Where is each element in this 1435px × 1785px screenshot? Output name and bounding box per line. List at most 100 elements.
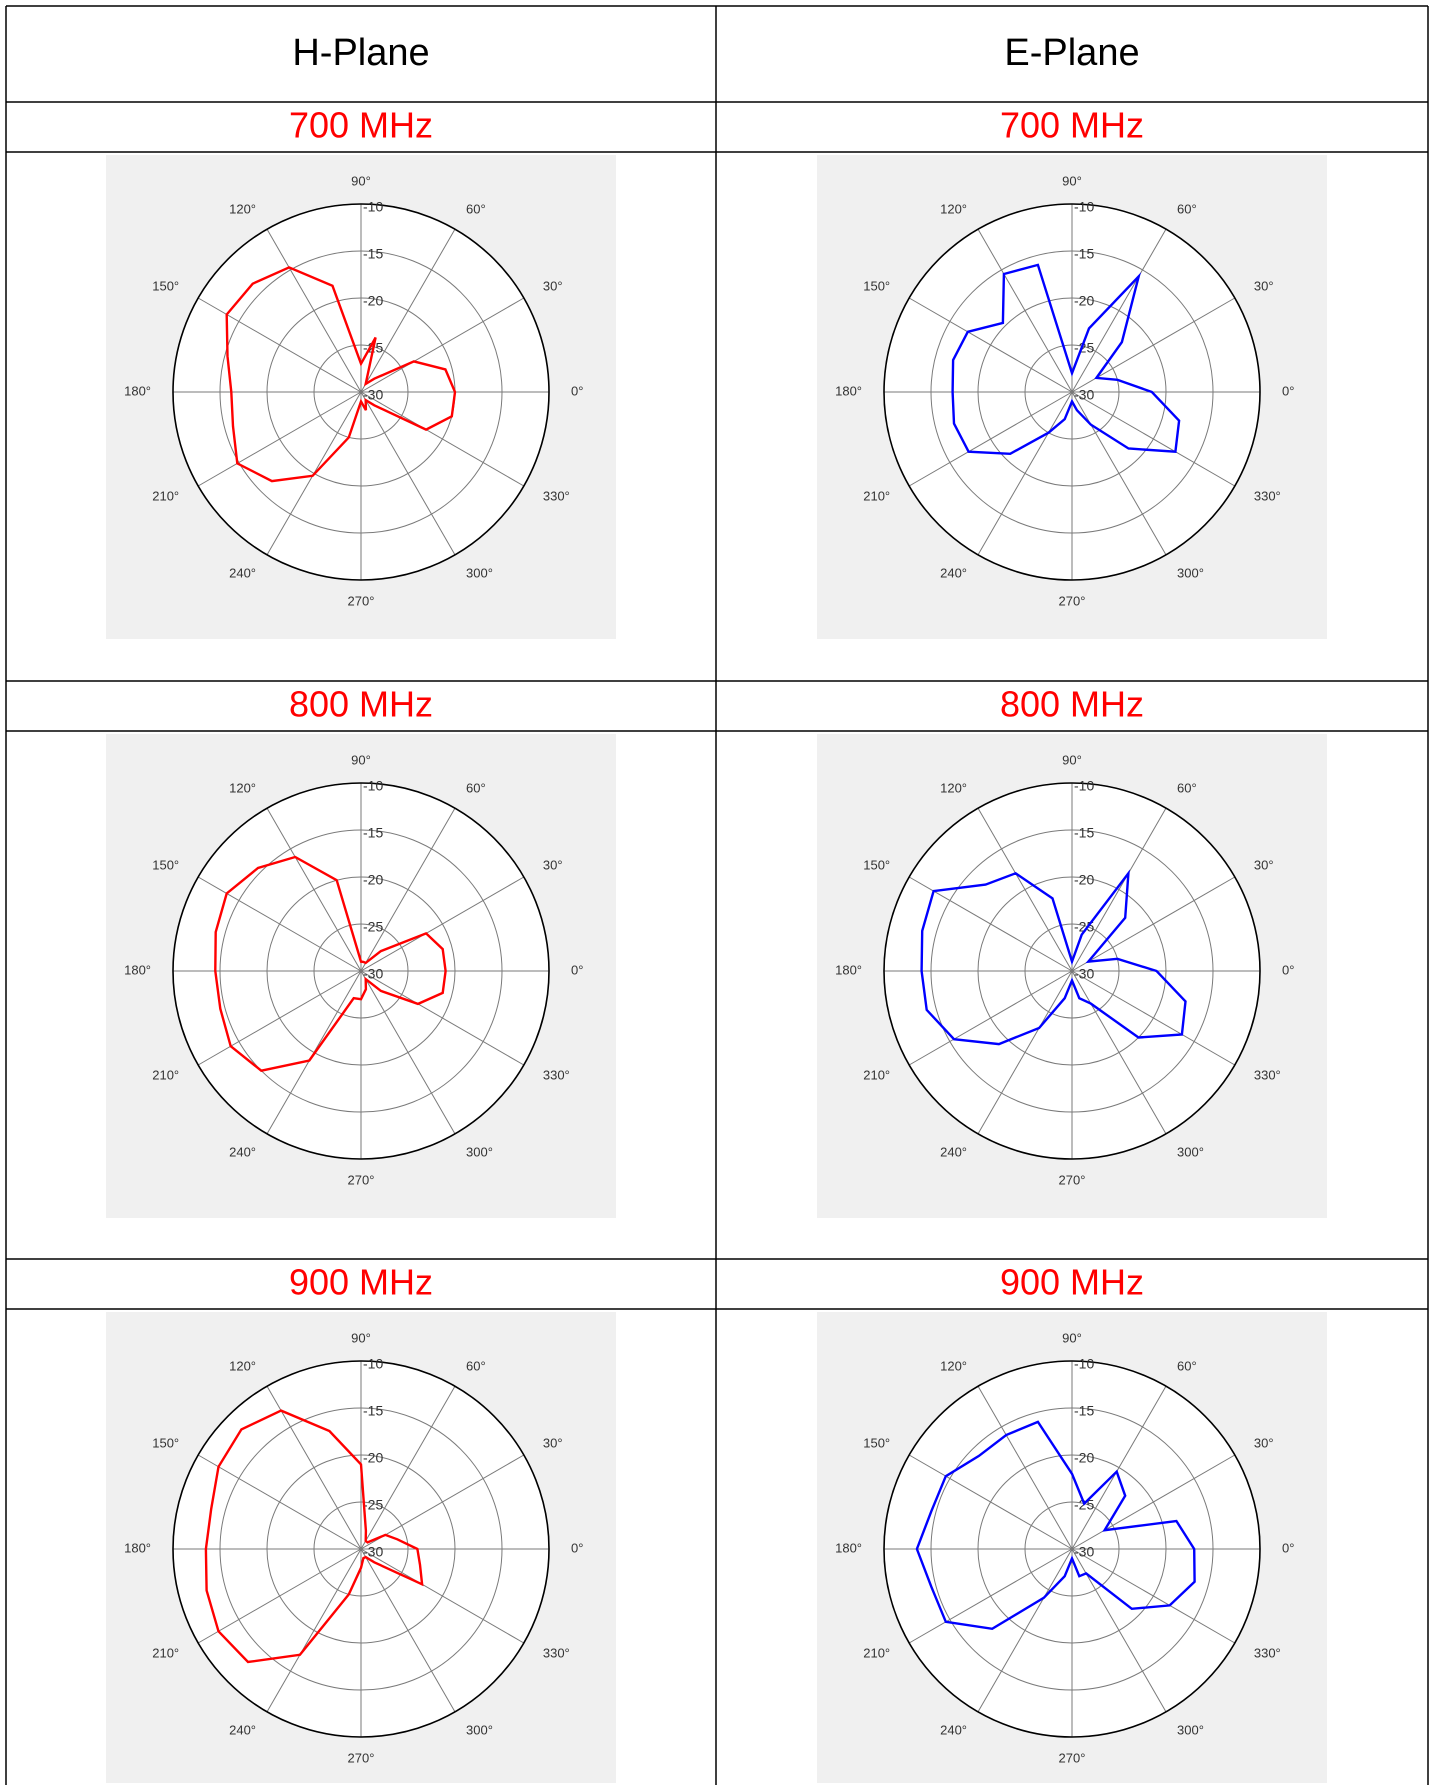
frequency-title: 900 MHz [289, 1262, 433, 1303]
angle-tick-label: 60° [466, 781, 486, 796]
angle-tick-label: 60° [1177, 781, 1197, 796]
grid-spoke [1071, 970, 1236, 1066]
grid-spoke [197, 1548, 362, 1644]
angle-tick-label: 240° [940, 1144, 967, 1159]
frequency-title: 700 MHz [1000, 105, 1144, 146]
radial-tick-label: -10 [363, 778, 383, 794]
angle-tick-label: 180° [835, 1540, 862, 1555]
frequency-title: 700 MHz [289, 105, 433, 146]
radial-tick-label: -10 [1074, 778, 1094, 794]
angle-tick-label: 90° [351, 173, 371, 188]
radial-tick-label: -15 [1074, 246, 1094, 262]
grid-spoke [197, 876, 362, 972]
grid-spoke [360, 297, 525, 393]
angle-tick-label: 120° [940, 1359, 967, 1374]
column-header: E-Plane [1004, 32, 1139, 74]
radial-tick-label: -15 [363, 1403, 383, 1419]
angle-tick-label: 30° [1254, 857, 1274, 872]
angle-tick-label: 270° [1059, 593, 1086, 608]
radial-tick-label: -15 [363, 246, 383, 262]
grid-spoke [197, 970, 362, 1066]
radial-tick-label: -20 [1074, 293, 1094, 309]
angle-tick-label: 180° [124, 962, 151, 977]
angle-tick-label: 0° [1282, 962, 1294, 977]
radial-tick-label: -30 [363, 966, 383, 982]
grid-spoke [360, 1548, 525, 1644]
angle-tick-label: 30° [543, 857, 563, 872]
angle-tick-label: 300° [466, 1144, 493, 1159]
angle-tick-label: 90° [351, 752, 371, 767]
angle-tick-label: 30° [1254, 278, 1274, 293]
polar-frame [883, 1360, 1261, 1738]
angle-tick-label: 90° [1062, 1330, 1082, 1345]
grid-spoke [360, 970, 525, 1066]
radial-tick-label: -25 [363, 919, 383, 935]
angle-tick-label: 150° [863, 857, 890, 872]
angle-tick-label: 330° [1254, 1645, 1281, 1660]
grid-spoke [360, 1454, 525, 1550]
angle-tick-label: 30° [543, 1435, 563, 1450]
angle-tick-label: 300° [466, 565, 493, 580]
grid-spoke [1071, 1385, 1167, 1550]
angle-tick-label: 270° [348, 1172, 375, 1187]
angle-tick-label: 150° [152, 857, 179, 872]
polar-frame [172, 203, 550, 581]
grid-spoke [1071, 297, 1236, 393]
pattern-curve [225, 266, 457, 483]
angle-tick-label: 180° [124, 383, 151, 398]
radial-tick-label: -10 [1074, 199, 1094, 215]
radial-tick-label: -20 [363, 1450, 383, 1466]
radial-tick-label: -30 [1074, 387, 1094, 403]
angle-tick-label: 330° [543, 1645, 570, 1660]
angle-tick-label: 180° [835, 383, 862, 398]
grid-spoke [908, 1548, 1073, 1644]
angle-tick-label: 240° [940, 565, 967, 580]
angle-tick-label: 90° [351, 1330, 371, 1345]
grid-spoke [1071, 876, 1236, 972]
grid-spoke [908, 1454, 1073, 1550]
grid-spoke [360, 876, 525, 972]
angle-tick-label: 120° [229, 1359, 256, 1374]
grid-spoke [197, 391, 362, 487]
angle-tick-label: 150° [152, 1435, 179, 1450]
angle-tick-label: 300° [466, 1722, 493, 1737]
pattern-curve [920, 869, 1187, 1046]
grid-spoke [360, 228, 456, 393]
grid-spoke [197, 1454, 362, 1550]
angle-tick-label: 270° [1059, 1172, 1086, 1187]
angle-tick-label: 210° [863, 1067, 890, 1082]
grid-spoke [360, 970, 456, 1135]
angle-tick-label: 60° [1177, 202, 1197, 217]
angle-tick-label: 330° [1254, 1067, 1281, 1082]
radial-tick-label: -10 [1074, 1356, 1094, 1372]
angle-tick-label: 120° [229, 781, 256, 796]
polar-frame [172, 782, 550, 1160]
angle-tick-label: 270° [348, 1750, 375, 1765]
radial-tick-label: -10 [363, 199, 383, 215]
angle-tick-label: 300° [1177, 1144, 1204, 1159]
radial-tick-label: -20 [363, 293, 383, 309]
radial-tick-label: -20 [1074, 872, 1094, 888]
grid-spoke [977, 228, 1073, 393]
angle-tick-label: 300° [1177, 1722, 1204, 1737]
angle-tick-label: 120° [940, 202, 967, 217]
grid-spoke [360, 1385, 456, 1550]
angle-tick-label: 240° [229, 1144, 256, 1159]
grid-spoke [908, 391, 1073, 487]
angle-tick-label: 180° [835, 962, 862, 977]
grid-spoke [908, 876, 1073, 972]
frequency-title: 900 MHz [1000, 1262, 1144, 1303]
grid-spoke [266, 228, 362, 393]
angle-tick-label: 150° [863, 1435, 890, 1450]
angle-tick-label: 120° [229, 202, 256, 217]
grid-spoke [360, 1548, 456, 1713]
pattern-curve [915, 1420, 1196, 1631]
radial-tick-label: -15 [1074, 825, 1094, 841]
angle-tick-label: 0° [571, 962, 583, 977]
angle-tick-label: 210° [152, 488, 179, 503]
angle-tick-label: 30° [543, 278, 563, 293]
angle-tick-label: 180° [124, 1540, 151, 1555]
grid-spoke [360, 391, 456, 556]
grid-spoke [977, 970, 1073, 1135]
